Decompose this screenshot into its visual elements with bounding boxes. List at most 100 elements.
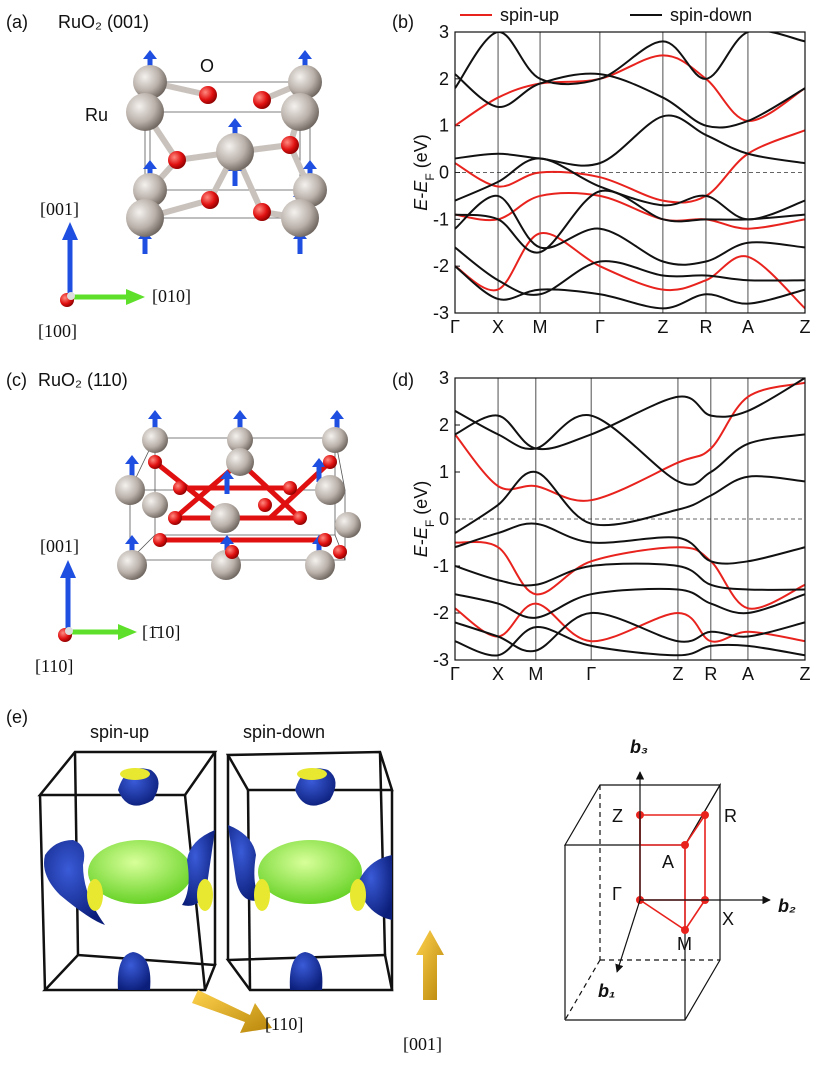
point-label: M [677,934,692,954]
bands [455,378,805,657]
o-atoms [168,86,299,221]
y-tick-label: -2 [433,256,449,276]
point-label: Γ [612,884,622,904]
axis-label: [001] [40,536,79,556]
y-tick-label: -1 [433,209,449,229]
o-atoms [148,455,347,559]
point-label: Z [612,806,623,826]
y-axis-label: E-EF (eV) [411,134,437,210]
plot-frame [454,377,806,661]
band [455,232,805,310]
axis-triad [60,222,145,307]
panel-label: (d) [392,370,414,390]
y-tick-label: 2 [439,69,449,89]
spin-label: spin-down [243,722,325,742]
brillouin-zone: b₃ b₂ b₁ Z R A Γ X M [563,737,796,1021]
vector-label: b₁ [598,981,615,1001]
structure-title: RuO₂ (001) [58,12,149,32]
atom-label: Ru [85,105,108,125]
axis-label: [100] [38,321,77,341]
x-tick-label: A [742,664,754,684]
spin-label: spin-up [90,722,149,742]
band [455,72,805,129]
point-label: A [662,852,674,872]
band [455,54,805,127]
x-tick-label: R [704,664,717,684]
band [455,265,805,310]
fermi-surface: spin-up spin-down [110] [001] [37,722,444,1054]
y-tick-label: -3 [433,303,449,323]
y-axis-label-part: F [423,520,437,527]
x-tick-label: Γ [595,317,605,337]
y-tick-label: 1 [439,462,449,482]
y-axis-label-part: E [411,198,431,211]
band [455,378,805,451]
x-tick-label: Z [800,664,811,684]
y-tick-label: 0 [439,163,449,183]
y-tick-label: -2 [433,603,449,623]
band [455,114,805,167]
y-tick-label: 1 [439,116,449,136]
structure-c: RuO₂ (110) [001] [1̄10] [110] [35,370,361,676]
y-axis-label-part: E [411,526,431,539]
bands [455,32,805,310]
x-tick-label: X [492,664,504,684]
y-axis-label-part: E [411,180,431,193]
axis-label: [110] [265,1014,303,1034]
direction-arrows [192,930,444,1033]
y-tick-label: 3 [439,22,449,42]
x-tick-label: Γ [450,664,460,684]
vector-label: b₃ [630,737,648,757]
x-tick-label: Z [672,664,683,684]
y-axis-label-part: (eV) [411,481,431,520]
ru-atoms [126,65,327,237]
band [455,410,805,486]
atom-label: O [200,56,214,76]
point-label: X [722,909,734,929]
panel-label: (a) [6,12,28,32]
axis-label: [010] [152,286,191,306]
y-axis-label-part: (eV) [411,134,431,173]
x-tick-label: Z [800,317,811,337]
band [455,522,805,565]
y-tick-label: 3 [439,368,449,388]
panel-label: (e) [6,707,28,727]
x-tick-label: Γ [586,664,596,684]
x-tick-label: Γ [450,317,460,337]
x-tick-label: M [528,664,543,684]
x-tick-label: X [492,317,504,337]
band [455,32,805,89]
band [455,194,805,266]
band [455,626,805,657]
y-tick-label: 0 [439,509,449,529]
plot-frame [454,31,806,314]
irreducible-wedge [639,814,707,932]
structure-a: RuO₂ (001) O Ru [001] [010] [100] [38,12,327,341]
y-axis-label-part: E [411,544,431,557]
y-tick-label: 2 [439,415,449,435]
x-tick-label: Z [657,317,668,337]
panel-label: (c) [6,370,27,390]
band [455,129,805,204]
band [455,562,805,591]
x-tick-label: M [533,317,548,337]
band [455,602,805,643]
axis-label: [1̄10] [142,622,180,642]
band [455,381,805,502]
point-label: R [724,806,737,826]
band [455,611,805,653]
ru-atoms [115,427,361,580]
legend-label: spin-down [670,5,752,25]
axis-label: [110] [35,656,73,676]
y-axis-label-part: F [423,173,437,180]
fermi-pockets [44,768,392,990]
y-axis-label-part: - [411,539,431,545]
band [455,587,805,619]
reciprocal-vectors [615,771,771,973]
axis-label: [001] [403,1034,442,1054]
legend-label: spin-up [500,5,559,25]
axis-triad [58,560,137,642]
